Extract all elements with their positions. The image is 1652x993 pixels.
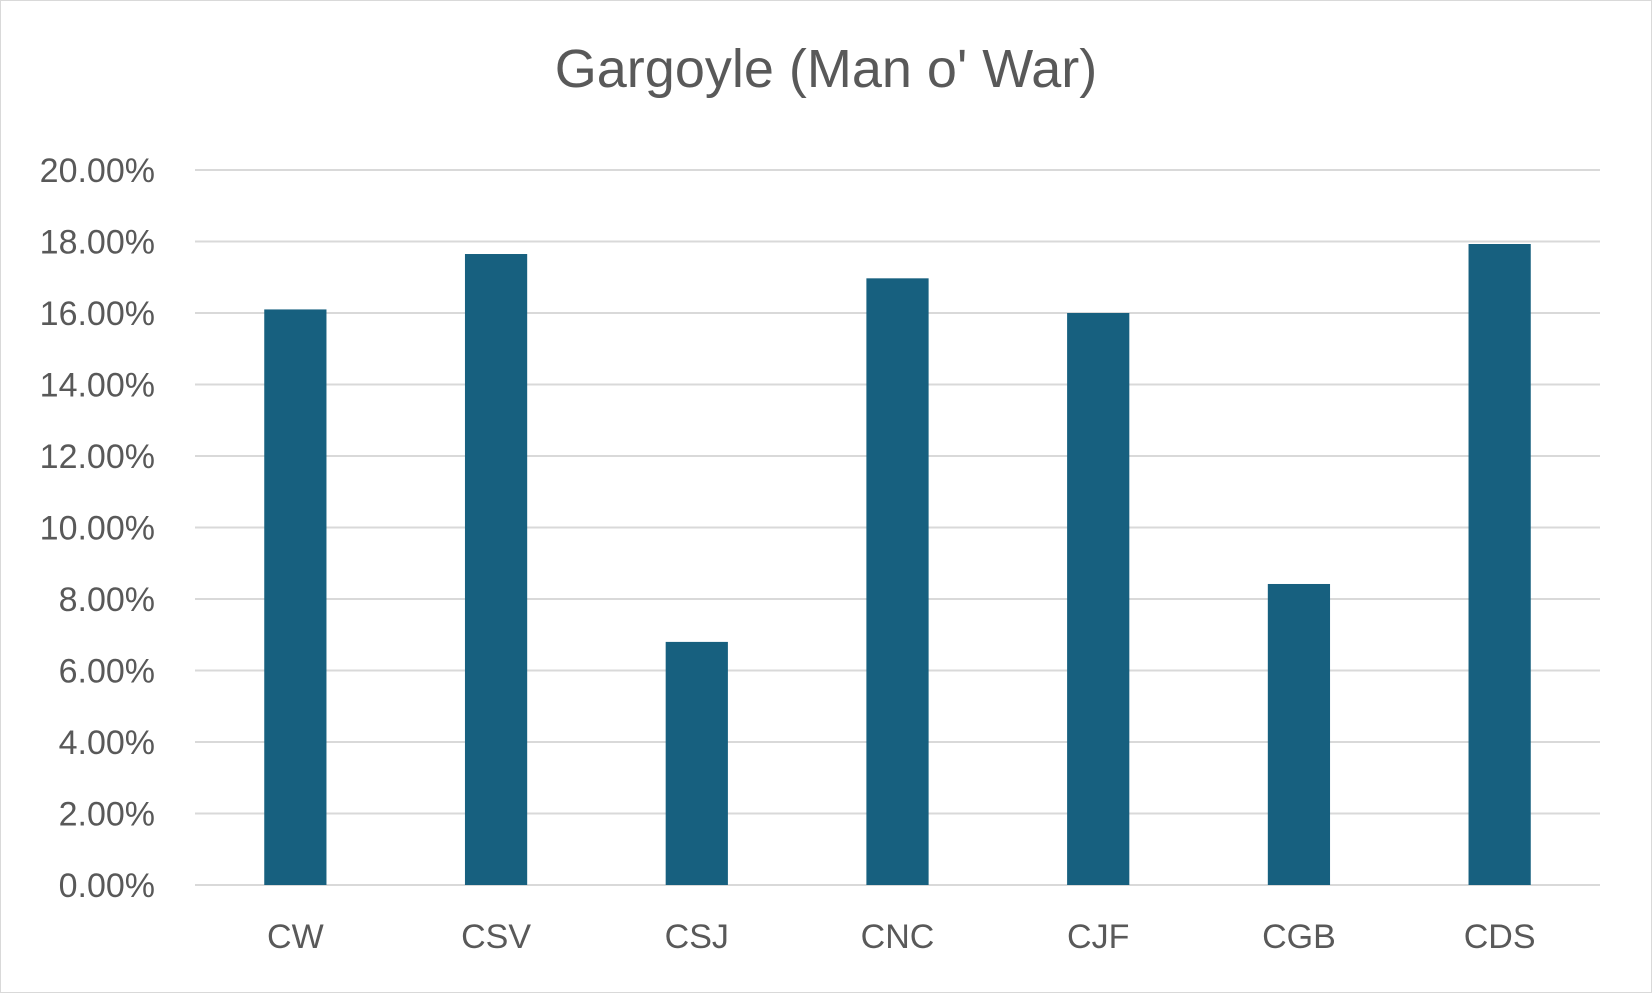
chart-title: Gargoyle (Man o' War) (554, 39, 1098, 99)
y-tick-label: 0.00% (59, 867, 155, 905)
y-tick-label: 10.00% (40, 510, 155, 548)
x-tick-label: CNC (861, 918, 935, 956)
y-tick-label: 14.00% (40, 367, 155, 405)
y-tick-label: 18.00% (40, 224, 155, 262)
y-tick-label: 12.00% (40, 438, 155, 476)
x-tick-label: CGB (1262, 918, 1336, 956)
x-tick-label: CSJ (665, 918, 729, 956)
bar-csv (464, 254, 528, 885)
bar-cds (1468, 244, 1531, 885)
y-tick-label: 8.00% (59, 581, 155, 619)
bar-cgb (1267, 583, 1331, 885)
y-tick-label: 20.00% (40, 152, 155, 190)
y-tick-label: 2.00% (59, 796, 155, 834)
bar-cjf (1067, 313, 1130, 885)
y-tick-label: 6.00% (59, 653, 155, 691)
y-axis-tick-labels: 0.00% 2.00% 4.00% 6.00% 8.00% 10.00% 12.00% 14.… (40, 152, 155, 905)
x-tick-label: CJF (1067, 918, 1129, 956)
bars (264, 244, 1531, 885)
y-tick-label: 16.00% (40, 295, 155, 333)
bar-cw (264, 309, 327, 885)
x-axis-tick-labels: CW CSV CSJ CNC CJF CGB CDS (267, 918, 1536, 956)
x-tick-label: CW (267, 918, 324, 956)
bar-csj (665, 641, 728, 885)
x-tick-label: CDS (1464, 918, 1536, 956)
x-tick-label: CSV (461, 918, 531, 956)
bar-cnc (866, 278, 929, 885)
y-tick-label: 4.00% (59, 724, 155, 762)
